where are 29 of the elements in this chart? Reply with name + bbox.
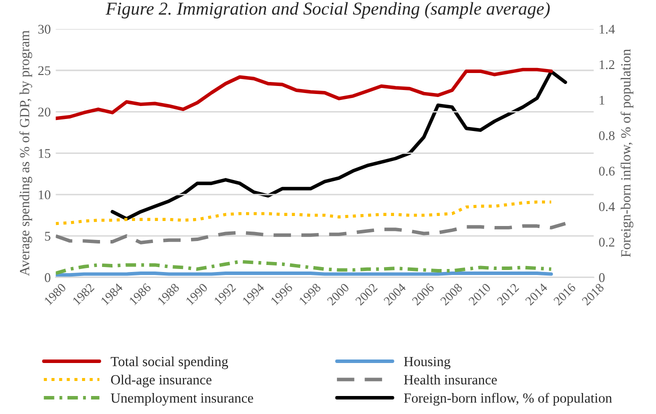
y-tick-label: 10 [38,190,50,200]
line-series [110,70,568,221]
y-tick-label: 5 [45,232,50,241]
y-axis-title: Average spending as % of GDP, by program [19,30,32,276]
legend-label: Total social spending [110,356,228,370]
legend-label: Housing [404,356,450,370]
y2-tick-label: 1.2 [600,60,614,70]
line-series [56,222,568,244]
y2-tick-label: 1 [600,96,604,105]
line-series [56,260,553,275]
y-tick-label: 25 [38,66,50,76]
y-tick-label: 15 [38,149,50,158]
y2-tick-label: 0.4 [599,202,615,212]
line-series [56,200,553,226]
y-tick-label: 0 [44,273,50,282]
legend-label: Foreign-born inflow, % of population [404,392,612,406]
y2-tick-label: 0.8 [599,131,615,140]
legend-label: Old-age insurance [111,374,212,388]
y2-tick-label: 1.4 [600,24,615,34]
y2-tick-label: 0.2 [599,238,614,247]
y2-axis-title: Foreign-born inflow, % of population [620,49,634,258]
y2-tick-label: 0 [599,273,605,282]
legend-label: Health insurance [404,374,497,384]
legend-label: Unemployment insurance [110,392,254,406]
line-series [56,68,553,120]
y-tick-label: 20 [38,108,50,116]
y2-tick-label: 0.6 [599,166,615,176]
y-tick-label: 30 [38,24,50,34]
chart-title: Figure 2. Immigration and Social Spending (sample average) [106,2,550,18]
